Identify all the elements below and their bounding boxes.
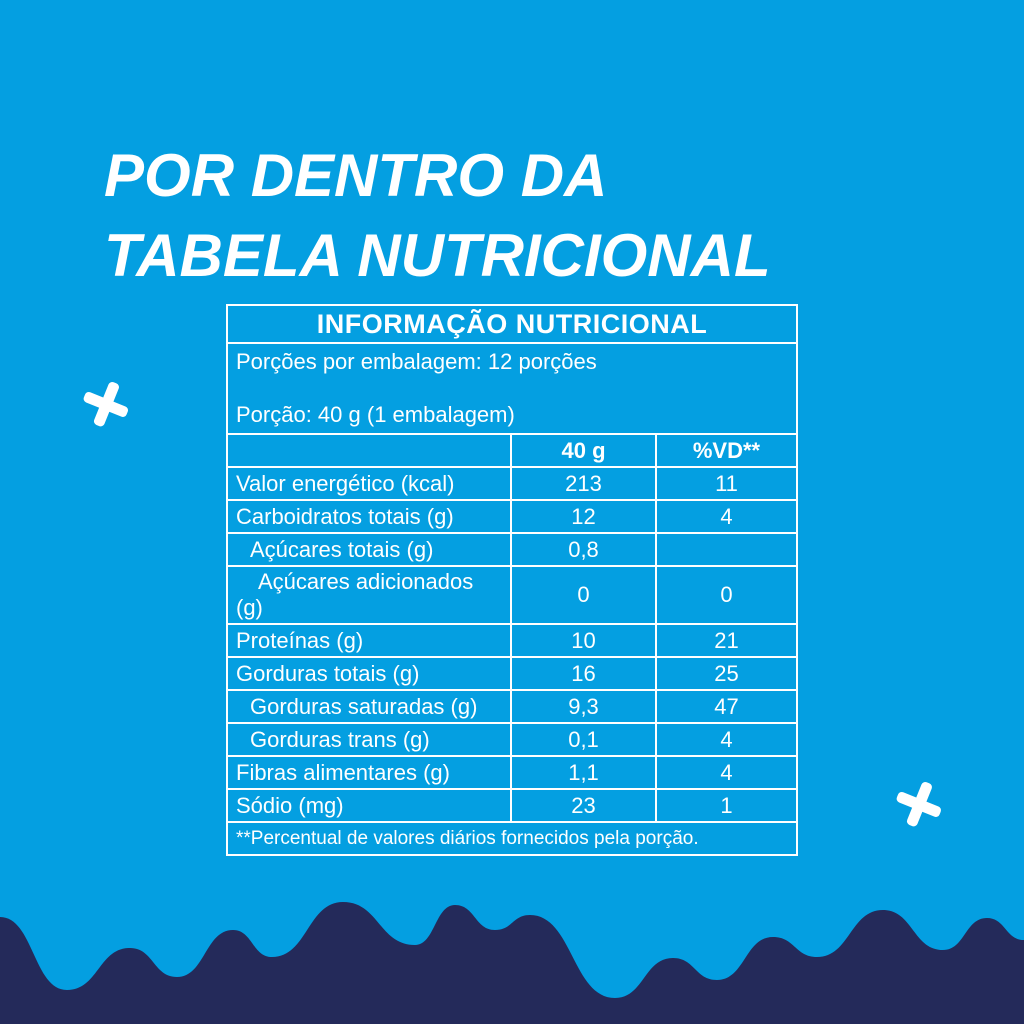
table-row: Gorduras trans (g) 0,1 4 <box>226 722 798 757</box>
page-title: POR DENTRO DA TABELA NUTRICIONAL <box>104 136 771 296</box>
row-label: Carboidratos totais (g) <box>226 499 512 534</box>
row-label: Açúcares adicionados (g) <box>226 565 512 625</box>
row-label: Valor energético (kcal) <box>226 466 512 501</box>
row-amount: 16 <box>510 656 657 691</box>
row-amount: 9,3 <box>510 689 657 724</box>
row-vd: 0 <box>655 565 798 625</box>
column-header-amount: 40 g <box>510 433 657 468</box>
table-title-row: INFORMAÇÃO NUTRICIONAL <box>226 304 798 344</box>
row-vd: 4 <box>655 722 798 757</box>
table-row: Proteínas (g) 10 21 <box>226 623 798 658</box>
table-row: Valor energético (kcal) 213 11 <box>226 466 798 501</box>
row-amount: 10 <box>510 623 657 658</box>
row-label: Gorduras totais (g) <box>226 656 512 691</box>
row-vd: 25 <box>655 656 798 691</box>
plus-icon-left <box>76 374 136 434</box>
row-label: Gorduras saturadas (g) <box>226 689 512 724</box>
servings-cell: Porções por embalagem: 12 porções Porção… <box>226 342 798 435</box>
page-title-line-2: TABELA NUTRICIONAL <box>104 222 771 290</box>
row-amount: 23 <box>510 788 657 823</box>
row-vd: 1 <box>655 788 798 823</box>
plus-icon-right <box>889 774 949 834</box>
row-label: Sódio (mg) <box>226 788 512 823</box>
servings-row: Porções por embalagem: 12 porções Porção… <box>226 342 798 435</box>
table-row: Açúcares totais (g) 0,8 <box>226 532 798 567</box>
column-header-empty <box>226 433 512 468</box>
row-vd: 47 <box>655 689 798 724</box>
row-vd: 11 <box>655 466 798 501</box>
footnote-text: **Percentual de valores diários fornecid… <box>226 821 798 856</box>
wave-decoration <box>0 902 1024 1024</box>
page-title-line-1: POR DENTRO DA <box>104 142 608 210</box>
row-amount: 213 <box>510 466 657 501</box>
nutrition-table: INFORMAÇÃO NUTRICIONAL Porções por embal… <box>226 304 798 856</box>
row-vd: 21 <box>655 623 798 658</box>
table-row: Carboidratos totais (g) 12 4 <box>226 499 798 534</box>
column-header-row: 40 g %VD** <box>226 433 798 468</box>
row-amount: 0,1 <box>510 722 657 757</box>
table-row: Gorduras totais (g) 16 25 <box>226 656 798 691</box>
row-label: Gorduras trans (g) <box>226 722 512 757</box>
row-amount: 12 <box>510 499 657 534</box>
table-row: Fibras alimentares (g) 1,1 4 <box>226 755 798 790</box>
column-header-vd: %VD** <box>655 433 798 468</box>
row-vd <box>655 532 798 567</box>
row-amount: 1,1 <box>510 755 657 790</box>
row-label: Fibras alimentares (g) <box>226 755 512 790</box>
nutrition-table-body: INFORMAÇÃO NUTRICIONAL Porções por embal… <box>226 304 798 856</box>
servings-per-package: Porções por embalagem: 12 porções <box>236 349 597 374</box>
row-label: Açúcares totais (g) <box>226 532 512 567</box>
table-row: Açúcares adicionados (g) 0 0 <box>226 565 798 625</box>
row-vd: 4 <box>655 755 798 790</box>
table-row: Sódio (mg) 23 1 <box>226 788 798 823</box>
table-row: Gorduras saturadas (g) 9,3 47 <box>226 689 798 724</box>
row-amount: 0,8 <box>510 532 657 567</box>
row-amount: 0 <box>510 565 657 625</box>
row-label: Proteínas (g) <box>226 623 512 658</box>
row-vd: 4 <box>655 499 798 534</box>
serving-size: Porção: 40 g (1 embalagem) <box>236 402 515 427</box>
wave-path <box>0 902 1024 1024</box>
table-title: INFORMAÇÃO NUTRICIONAL <box>226 304 798 344</box>
footnote-row: **Percentual de valores diários fornecid… <box>226 821 798 856</box>
